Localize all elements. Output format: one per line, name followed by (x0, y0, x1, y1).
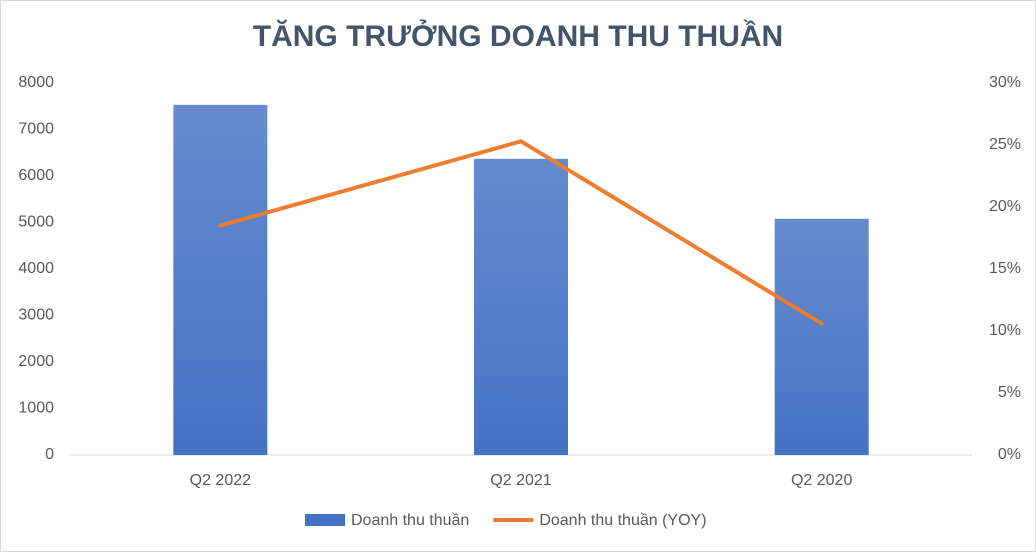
x-tick-label: Q2 2021 (490, 472, 551, 489)
legend-swatch (305, 514, 345, 526)
y-tick-label: 7000 (18, 121, 54, 138)
bar (774, 218, 869, 455)
y2-tick-label: 30% (989, 74, 1021, 91)
y-tick-label: 8000 (18, 74, 54, 91)
bar (173, 104, 268, 455)
y2-tick-label: 15% (989, 260, 1021, 277)
x-tick-label: Q2 2022 (190, 472, 251, 489)
bar (474, 158, 568, 456)
line (218, 139, 824, 326)
y2-tick-label: 10% (989, 322, 1021, 339)
y-tick-label: 4000 (18, 260, 54, 277)
y-tick-label: 1000 (18, 400, 54, 417)
y-tick-label: 0 (45, 446, 54, 463)
legend-label: Doanh thu thuần (YOY) (539, 512, 706, 529)
y-tick-label: 6000 (18, 167, 54, 184)
y-tick-label: 3000 (18, 307, 54, 324)
y2-tick-label: 5% (998, 384, 1021, 401)
y2-tick-label: 0% (998, 446, 1021, 463)
y2-tick-label: 20% (989, 198, 1021, 215)
y-tick-label: 5000 (18, 214, 54, 231)
y2-tick-label: 25% (989, 136, 1021, 153)
chart-title: TĂNG TRƯỞNG DOANH THU THUẦN (253, 19, 783, 53)
y-tick-label: 2000 (18, 353, 54, 370)
legend-label: Doanh thu thuần (351, 512, 469, 529)
x-tick-label: Q2 2020 (791, 472, 852, 489)
